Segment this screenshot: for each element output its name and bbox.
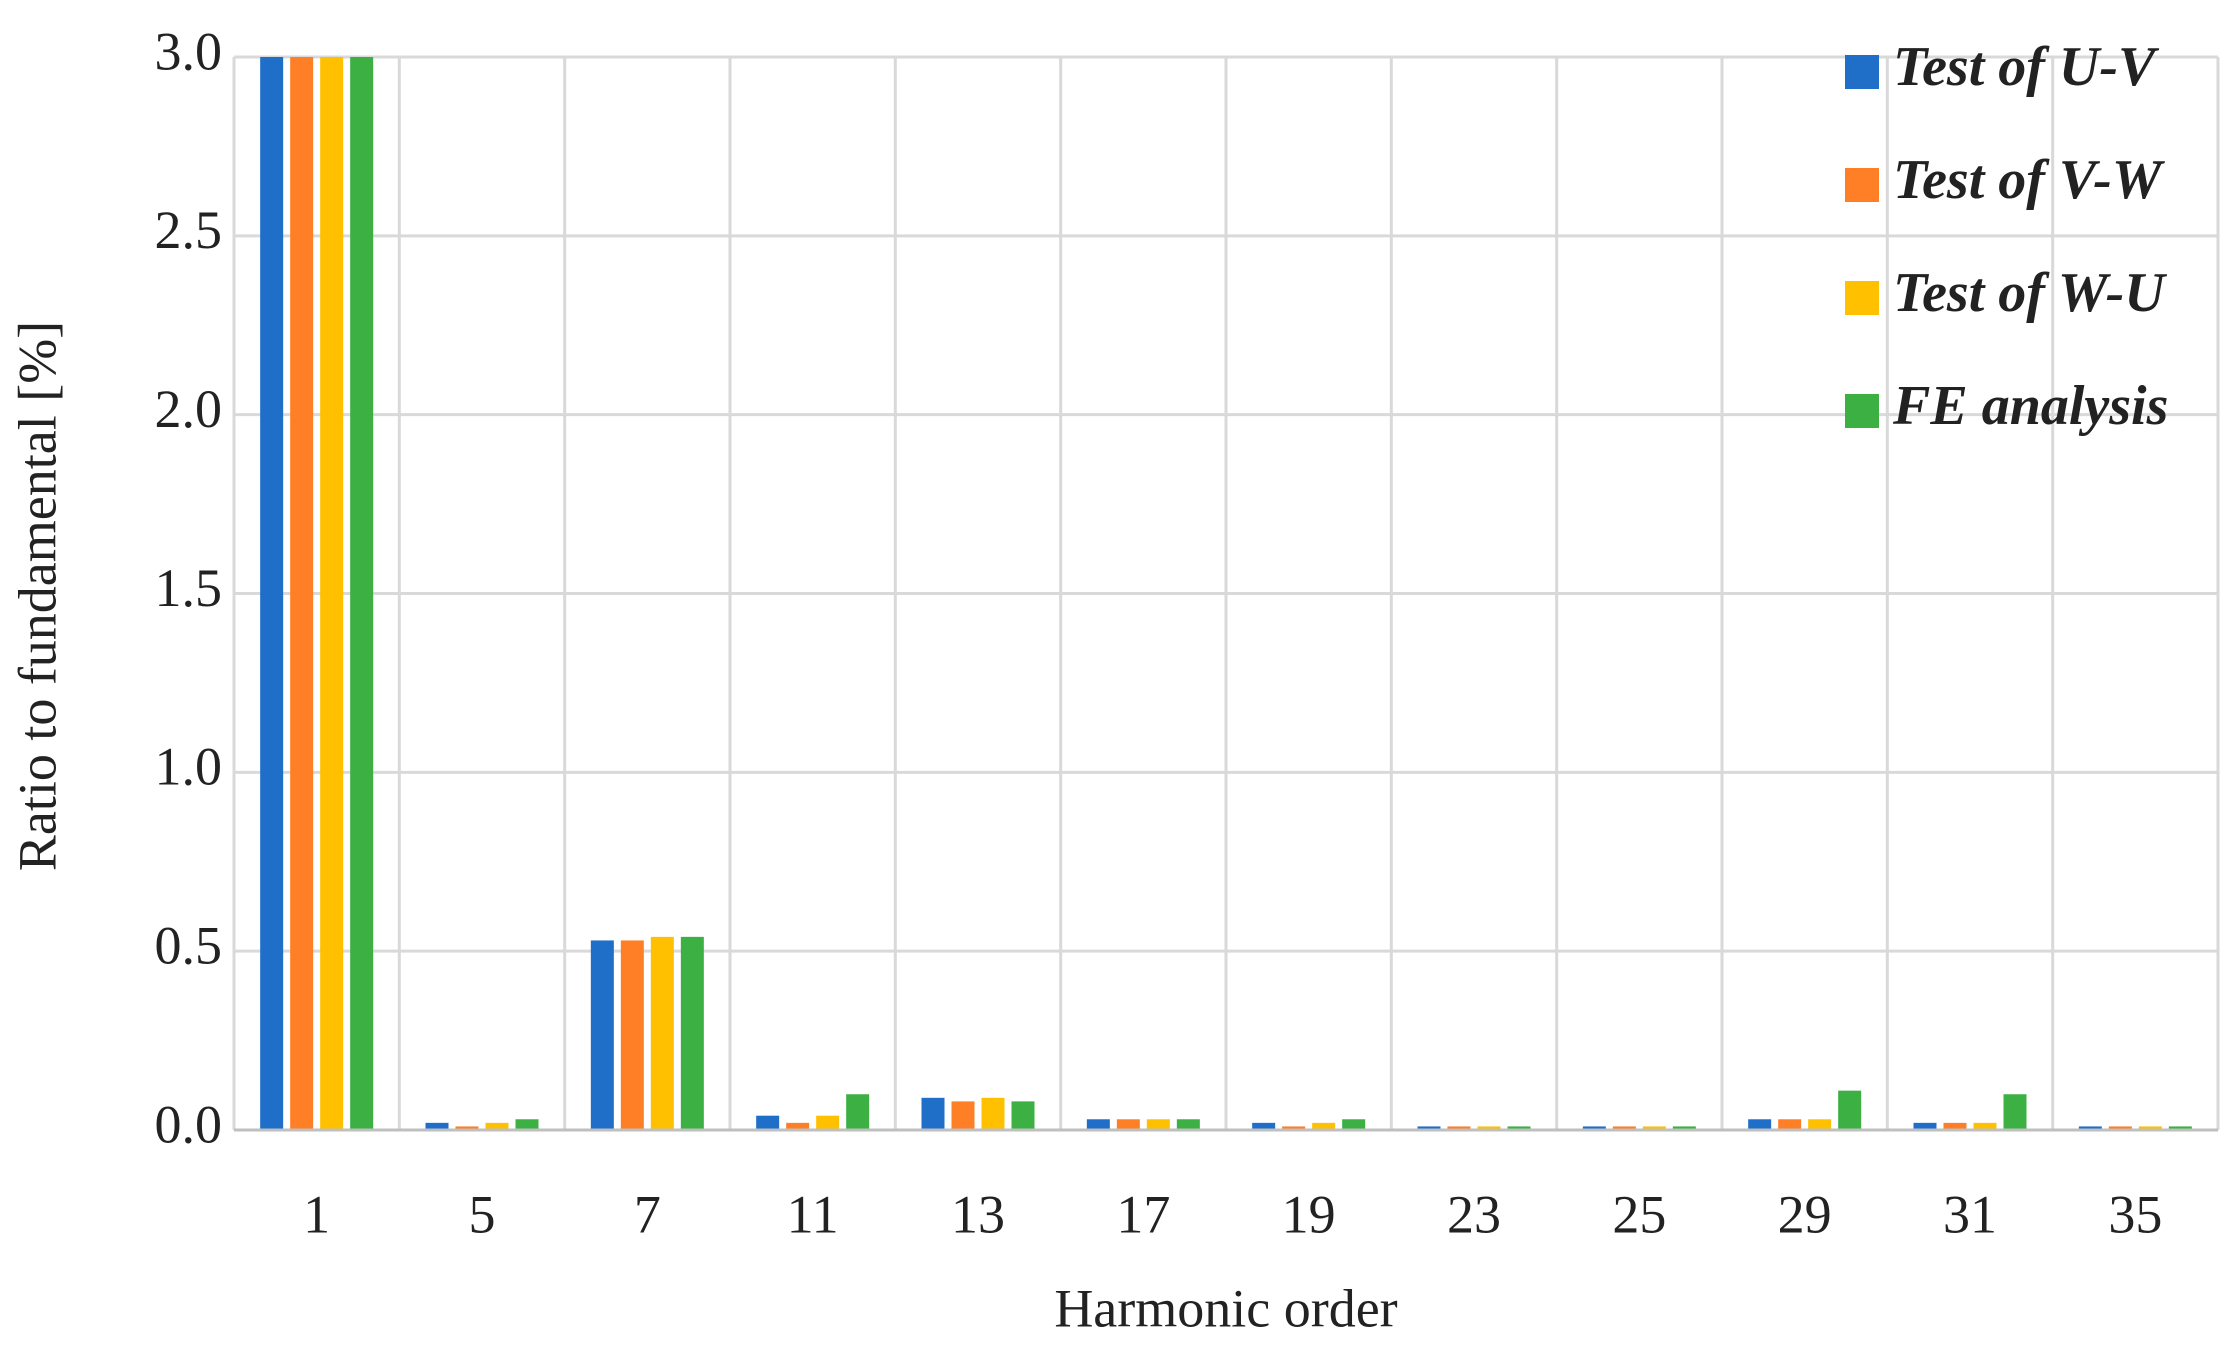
bar — [1342, 1119, 1366, 1130]
bar — [1943, 1122, 1967, 1130]
bar — [515, 1119, 539, 1130]
bar — [1973, 1122, 1997, 1130]
x-tick-label: 31 — [1943, 1184, 1997, 1244]
bar — [290, 57, 314, 1130]
legend-label: Test of W-U — [1893, 262, 2167, 324]
legend-swatch — [1845, 281, 1879, 315]
y-tick-label: 0.0 — [155, 1094, 223, 1154]
bar — [1507, 1126, 1531, 1130]
bar — [1838, 1090, 1862, 1130]
bar — [1672, 1126, 1696, 1130]
bar — [921, 1097, 945, 1130]
bar — [1312, 1122, 1336, 1130]
bar — [320, 57, 344, 1130]
bar — [590, 940, 614, 1130]
bar — [756, 1115, 780, 1130]
legend-swatch — [1845, 394, 1879, 428]
legend-label: FE analysis — [1892, 375, 2168, 437]
legend-label: Test of U-V — [1893, 36, 2160, 98]
y-tick-label: 2.5 — [155, 200, 223, 260]
bar — [2168, 1126, 2192, 1130]
x-tick-label: 19 — [1282, 1184, 1336, 1244]
bar — [260, 57, 284, 1130]
x-tick-label: 5 — [469, 1184, 496, 1244]
bar — [1116, 1119, 1140, 1130]
bar — [2138, 1126, 2162, 1130]
y-tick-label: 1.5 — [155, 558, 223, 618]
bar — [2078, 1126, 2102, 1130]
bar — [1282, 1126, 1306, 1130]
bar — [1582, 1126, 1606, 1130]
bar — [1642, 1126, 1666, 1130]
bar — [1447, 1126, 1471, 1130]
bar — [1778, 1119, 1802, 1130]
bar — [1176, 1119, 1200, 1130]
bar — [816, 1115, 840, 1130]
x-tick-label: 23 — [1447, 1184, 1501, 1244]
bar — [951, 1101, 975, 1130]
bar — [2003, 1094, 2027, 1130]
bar — [1612, 1126, 1636, 1130]
bar — [2108, 1126, 2132, 1130]
x-tick-label: 11 — [787, 1184, 839, 1244]
bar — [1808, 1119, 1832, 1130]
legend-swatch — [1845, 55, 1879, 89]
x-tick-label: 35 — [2108, 1184, 2162, 1244]
bar — [650, 936, 674, 1130]
bar — [425, 1122, 449, 1130]
legend-label: Test of V-W — [1893, 149, 2166, 211]
y-tick-label: 1.0 — [155, 737, 223, 797]
x-tick-label: 25 — [1612, 1184, 1666, 1244]
bar — [846, 1094, 870, 1130]
bar — [455, 1126, 479, 1130]
bar — [350, 57, 374, 1130]
x-tick-label: 17 — [1116, 1184, 1170, 1244]
bar — [1913, 1122, 1937, 1130]
y-axis-title: Ratio to fundamental [%] — [7, 321, 67, 871]
y-tick-label: 3.0 — [155, 21, 223, 81]
y-tick-label: 0.5 — [155, 916, 223, 976]
bar — [1477, 1126, 1501, 1130]
x-tick-label: 13 — [951, 1184, 1005, 1244]
bar — [1146, 1119, 1170, 1130]
bar — [1417, 1126, 1441, 1130]
bar — [1086, 1119, 1110, 1130]
legend-swatch — [1845, 168, 1879, 202]
bar — [1748, 1119, 1772, 1130]
bar — [620, 940, 644, 1130]
bar — [1252, 1122, 1276, 1130]
x-axis-title: Harmonic order — [1054, 1278, 1397, 1338]
x-tick-label: 1 — [303, 1184, 330, 1244]
x-tick-label: 29 — [1778, 1184, 1832, 1244]
bar — [1011, 1101, 1035, 1130]
bar — [680, 936, 704, 1130]
y-tick-label: 2.0 — [155, 379, 223, 439]
bar — [786, 1122, 810, 1130]
bar — [485, 1122, 509, 1130]
x-tick-label: 7 — [634, 1184, 661, 1244]
bar — [981, 1097, 1005, 1130]
